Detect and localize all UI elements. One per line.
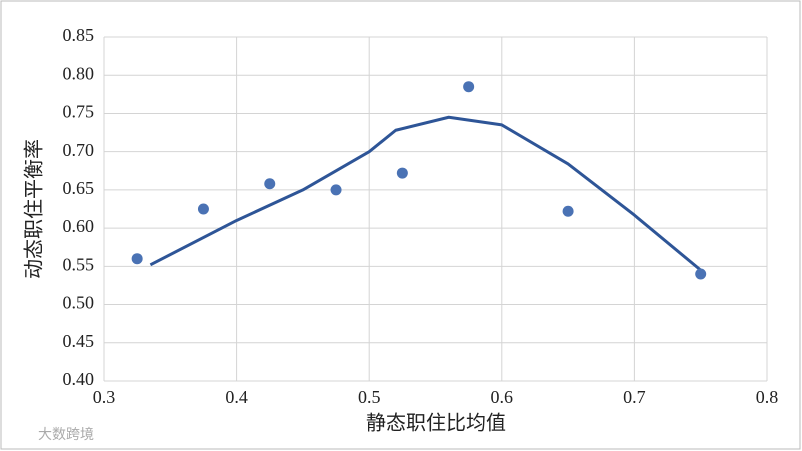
x-tick-label: 0.4 (225, 387, 248, 407)
scatter-point (396, 167, 408, 179)
x-tick-label: 0.3 (93, 387, 116, 407)
y-tick-label: 0.40 (63, 369, 95, 389)
y-tick-label: 0.45 (63, 331, 95, 351)
x-tick-label: 0.7 (623, 387, 646, 407)
y-tick-label: 0.80 (63, 63, 95, 83)
scatter-point (330, 184, 342, 196)
y-tick-label: 0.55 (63, 254, 95, 274)
scatter-point (695, 268, 707, 280)
watermark: 大数跨境 (38, 427, 94, 443)
scatter-point (264, 178, 276, 190)
x-tick-label: 0.8 (756, 387, 779, 407)
y-tick-label: 0.65 (63, 178, 95, 198)
y-tick-label: 0.60 (63, 216, 95, 236)
x-tick-label: 0.6 (491, 387, 514, 407)
scatter-point (131, 253, 143, 265)
y-axis-label: 动态职住平衡率 (23, 139, 46, 279)
x-tick-label: 0.5 (358, 387, 381, 407)
y-tick-label: 0.70 (63, 140, 95, 160)
x-axis-label: 静态职住比均值 (366, 412, 506, 435)
y-tick-label: 0.75 (63, 102, 95, 122)
trend-line (149, 115, 702, 272)
scatter-point (463, 81, 475, 93)
scatter-point (562, 205, 574, 217)
y-tick-label: 0.50 (63, 293, 95, 313)
y-tick-label: 0.85 (63, 25, 95, 45)
scatter-point (197, 203, 209, 215)
